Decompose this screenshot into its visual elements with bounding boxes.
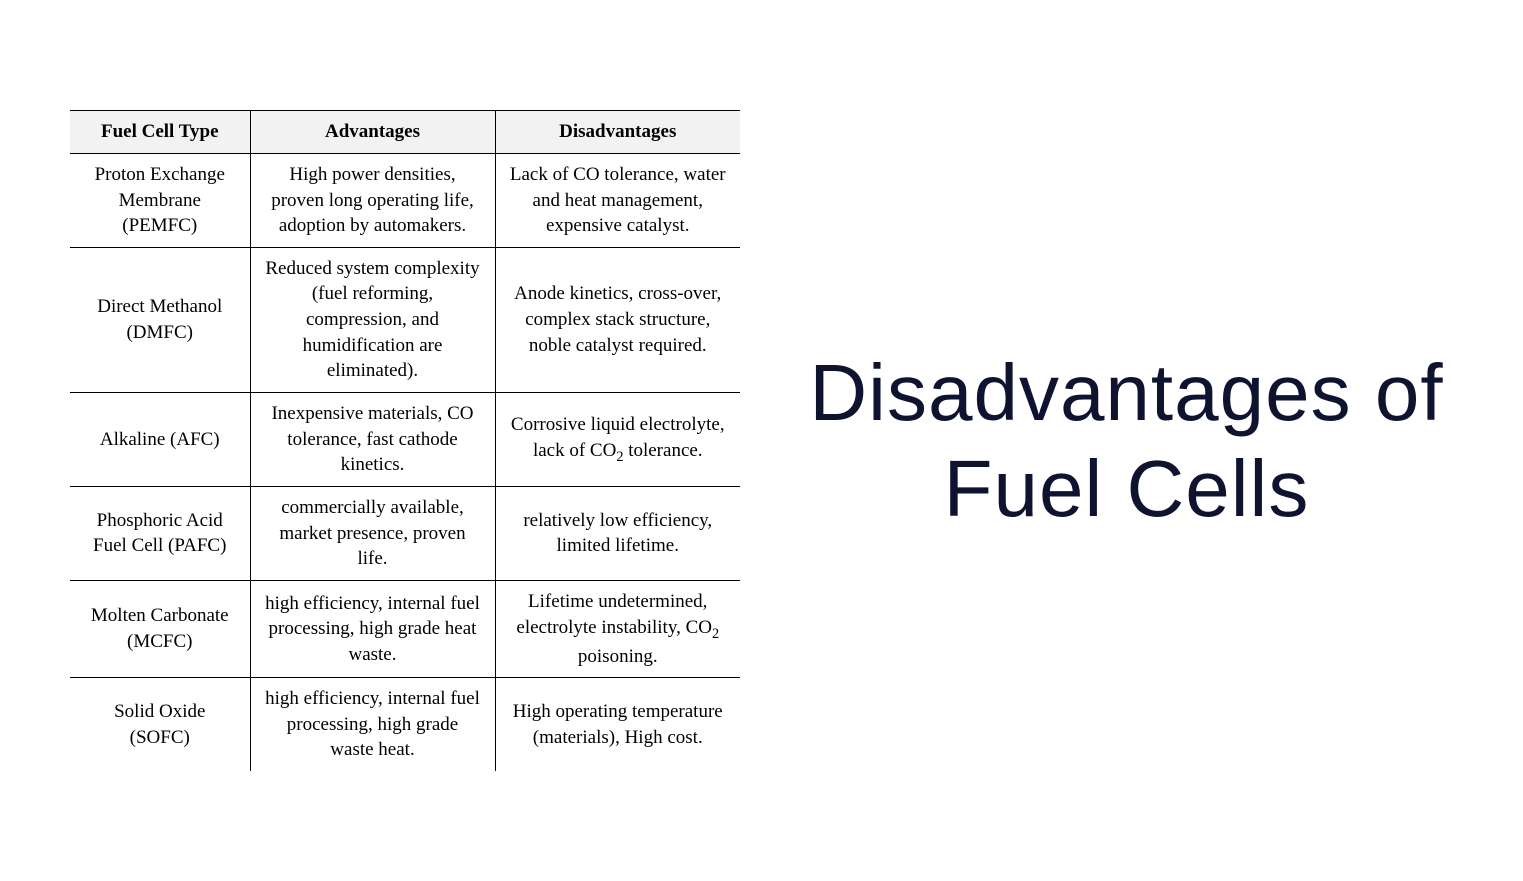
table-row: Proton Exchange Membrane (PEMFC) High po… xyxy=(70,153,740,247)
cell-disadvantages: Lack of CO tolerance, water and heat man… xyxy=(495,153,740,247)
page-title: Disadvantages of Fuel Cells xyxy=(800,345,1453,537)
cell-advantages: high efficiency, internal fuel processin… xyxy=(250,580,495,677)
column-header-advantages: Advantages xyxy=(250,110,495,153)
fuel-cell-table: Fuel Cell Type Advantages Disadvantages … xyxy=(70,110,740,771)
table-row: Direct Methanol (DMFC) Reduced system co… xyxy=(70,247,740,392)
table-row: Molten Carbonate (MCFC) high efficiency,… xyxy=(70,580,740,677)
cell-type: Solid Oxide (SOFC) xyxy=(70,678,250,771)
cell-advantages: Reduced system complexity (fuel reformin… xyxy=(250,247,495,392)
table-row: Phosphoric Acid Fuel Cell (PAFC) commerc… xyxy=(70,486,740,580)
fuel-cell-table-container: Fuel Cell Type Advantages Disadvantages … xyxy=(70,110,740,771)
cell-advantages: High power densities, proven long operat… xyxy=(250,153,495,247)
table-row: Solid Oxide (SOFC) high efficiency, inte… xyxy=(70,678,740,771)
cell-type: Alkaline (AFC) xyxy=(70,393,250,487)
cell-advantages: commercially available, market presence,… xyxy=(250,486,495,580)
cell-type: Proton Exchange Membrane (PEMFC) xyxy=(70,153,250,247)
table-row: Alkaline (AFC) Inexpensive materials, CO… xyxy=(70,393,740,487)
cell-disadvantages: relatively low efficiency, limited lifet… xyxy=(495,486,740,580)
cell-disadvantages: Corrosive liquid electrolyte, lack of CO… xyxy=(495,393,740,487)
cell-type: Direct Methanol (DMFC) xyxy=(70,247,250,392)
cell-disadvantages: Lifetime undetermined, electrolyte insta… xyxy=(495,580,740,677)
title-container: Disadvantages of Fuel Cells xyxy=(800,345,1453,537)
cell-type: Molten Carbonate (MCFC) xyxy=(70,580,250,677)
column-header-disadvantages: Disadvantages xyxy=(495,110,740,153)
cell-disadvantages: Anode kinetics, cross-over, complex stac… xyxy=(495,247,740,392)
cell-disadvantages: High operating temperature (materials), … xyxy=(495,678,740,771)
cell-type: Phosphoric Acid Fuel Cell (PAFC) xyxy=(70,486,250,580)
table-header-row: Fuel Cell Type Advantages Disadvantages xyxy=(70,110,740,153)
column-header-type: Fuel Cell Type xyxy=(70,110,250,153)
cell-advantages: Inexpensive materials, CO tolerance, fas… xyxy=(250,393,495,487)
cell-advantages: high efficiency, internal fuel processin… xyxy=(250,678,495,771)
